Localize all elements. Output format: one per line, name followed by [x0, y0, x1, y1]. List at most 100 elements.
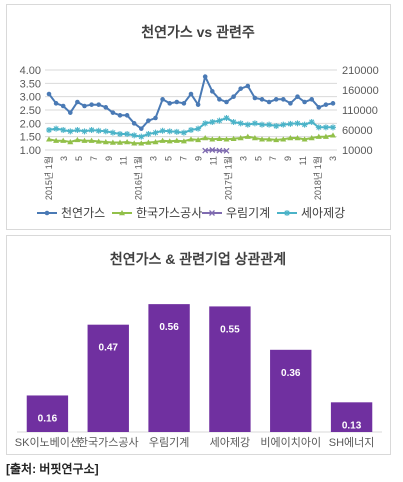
y-right-tick-label: 210000	[342, 65, 379, 77]
data-point	[216, 135, 223, 141]
data-point	[330, 124, 336, 131]
data-point	[230, 135, 237, 141]
data-point	[295, 94, 300, 99]
data-point	[224, 99, 229, 105]
data-point	[294, 120, 301, 127]
y-left-tick-label: 1.50	[20, 132, 41, 144]
data-point	[44, 210, 50, 216]
data-point	[209, 136, 216, 142]
data-point	[180, 138, 187, 144]
x-tick-label: 3	[149, 156, 159, 161]
data-point	[153, 115, 158, 121]
data-point	[309, 97, 315, 102]
data-point	[131, 121, 137, 126]
data-point	[95, 138, 102, 144]
data-point	[315, 124, 322, 131]
data-point	[124, 139, 131, 145]
data-point	[180, 129, 187, 136]
bar	[148, 304, 190, 432]
data-point	[88, 127, 95, 133]
data-point	[60, 127, 67, 133]
x-tick-label: 한국가스공사	[78, 436, 139, 449]
data-point	[117, 131, 123, 137]
data-point	[294, 135, 301, 141]
data-point	[131, 132, 138, 139]
data-point	[174, 99, 180, 105]
data-point	[216, 117, 223, 124]
data-point	[237, 120, 244, 127]
data-point	[273, 136, 280, 143]
data-point	[301, 136, 308, 142]
data-point	[245, 83, 251, 89]
data-point	[46, 136, 52, 142]
data-point	[308, 119, 315, 125]
data-point	[315, 133, 322, 139]
data-point	[281, 97, 286, 102]
data-point	[195, 125, 202, 132]
data-point	[244, 121, 251, 128]
series-series1	[46, 73, 336, 131]
data-point	[323, 102, 329, 107]
data-point	[67, 139, 74, 145]
x-tick-label: SH에너지	[329, 436, 375, 449]
y-right-tick-label: 10000	[342, 145, 373, 157]
data-point	[138, 140, 145, 146]
x-tick-label: 11	[119, 156, 129, 165]
data-point	[266, 136, 273, 142]
legend-item: 우림기계	[202, 206, 270, 220]
data-point	[230, 119, 237, 125]
data-point	[259, 97, 265, 102]
bar-value-label: 0.47	[99, 343, 119, 354]
data-point	[210, 89, 215, 94]
data-point	[46, 127, 52, 133]
x-tick-label: SK이노베이션	[15, 436, 80, 449]
series-series3	[202, 147, 230, 154]
data-point	[280, 136, 287, 142]
data-point	[95, 127, 102, 134]
data-point	[322, 133, 329, 139]
data-point	[53, 101, 59, 106]
data-point	[81, 137, 88, 143]
x-tick-label: 9	[104, 156, 114, 161]
data-point	[173, 137, 180, 143]
x-tick-label: 11	[298, 156, 308, 165]
data-point	[284, 210, 290, 216]
x-tick-label: 비에이치아이	[260, 436, 321, 449]
data-point	[139, 126, 144, 131]
data-point	[119, 210, 125, 216]
data-point	[138, 133, 145, 140]
data-point	[53, 125, 60, 132]
legend-label: 세아제강	[301, 206, 345, 220]
data-point	[102, 139, 109, 145]
data-point	[308, 135, 315, 141]
line-chart-panel: 천연가스 vs 관련주 4.00 3.50 3.00 2.50 2.00 1.50 1.00 2…	[6, 4, 391, 230]
chart-title: 천연가스 vs 관련주	[141, 24, 255, 40]
x-tick-label: 3	[59, 156, 69, 161]
legend-label: 천연가스	[61, 205, 105, 220]
data-point	[209, 119, 216, 125]
y-right-tick-label: 110000	[342, 105, 378, 117]
data-point	[67, 128, 74, 135]
x-tick-label: 2015년 1월	[43, 156, 54, 200]
data-point	[322, 124, 329, 131]
data-point	[217, 97, 222, 102]
data-point	[74, 127, 81, 133]
data-point	[301, 121, 308, 128]
x-tick-label: 5	[74, 156, 84, 161]
x-tick-label: 9	[193, 156, 203, 161]
x-tick-label: 5	[164, 156, 174, 161]
data-point	[202, 74, 208, 79]
data-point	[251, 120, 258, 127]
data-point	[46, 91, 52, 97]
bar	[26, 395, 69, 432]
data-point	[145, 131, 152, 137]
data-point	[166, 128, 173, 135]
data-point	[288, 101, 293, 106]
data-point	[102, 128, 109, 135]
data-point	[124, 113, 130, 118]
data-point	[60, 137, 67, 143]
data-point	[195, 136, 202, 143]
data-point	[117, 139, 123, 145]
legend-item: 한국가스공사	[112, 206, 202, 220]
data-point	[223, 147, 230, 154]
